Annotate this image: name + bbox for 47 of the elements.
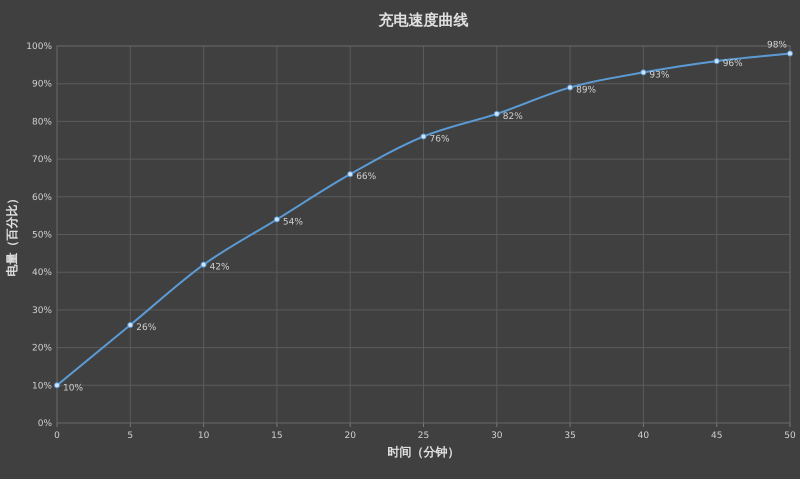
x-tick-label: 15	[271, 431, 283, 441]
y-axis-title: 电量（百分比）	[5, 192, 19, 276]
point	[567, 84, 574, 90]
chart-title: 充电速度曲线	[378, 11, 468, 29]
data-label: 26%	[136, 322, 157, 333]
data-label: 96%	[722, 59, 744, 70]
x-tick-label: 50	[784, 431, 796, 441]
data-label: 10%	[63, 383, 84, 394]
x-tick-label: 20	[344, 431, 356, 441]
x-tick-label: 45	[710, 431, 722, 441]
y-tick-label: 0%	[38, 419, 52, 429]
data-label: 89%	[576, 85, 597, 96]
y-tick-label: 50%	[32, 230, 52, 240]
point	[640, 69, 646, 76]
x-tick-label: 35	[564, 431, 576, 441]
point	[274, 216, 280, 222]
y-tick-label: 80%	[32, 117, 52, 128]
x-tick-label: 5	[127, 431, 134, 441]
x-axis-title: 时间（分钟）	[388, 445, 460, 459]
y-tick-label: 10%	[32, 381, 52, 392]
y-tick-label: 70%	[32, 155, 52, 166]
x-tick-label: 25	[418, 431, 430, 441]
y-tick-label: 100%	[26, 42, 52, 52]
data-label: 54%	[282, 217, 304, 228]
x-tick-label: 0	[54, 431, 60, 441]
y-tick-label: 20%	[32, 344, 52, 354]
y-tick-label: 90%	[32, 80, 52, 90]
point	[347, 171, 354, 178]
x-tick-label: 10	[198, 431, 210, 441]
y-tick-label: 30%	[32, 306, 52, 316]
point	[54, 382, 60, 388]
data-label: 82%	[502, 112, 524, 122]
point	[127, 322, 134, 328]
point	[787, 50, 793, 57]
point	[420, 133, 426, 140]
point	[714, 58, 720, 64]
point	[494, 110, 500, 117]
y-tick-label: 40%	[32, 268, 52, 278]
data-label: 98%	[766, 40, 788, 51]
data-label: 42%	[210, 262, 230, 273]
point	[200, 262, 207, 268]
data-label: 76%	[430, 134, 450, 144]
data-label: 66%	[356, 172, 377, 182]
x-tick-label: 40	[638, 431, 650, 441]
x-tick-label: 30	[491, 431, 503, 441]
y-tick-label: 60%	[32, 192, 52, 203]
data-label: 93%	[649, 70, 670, 80]
